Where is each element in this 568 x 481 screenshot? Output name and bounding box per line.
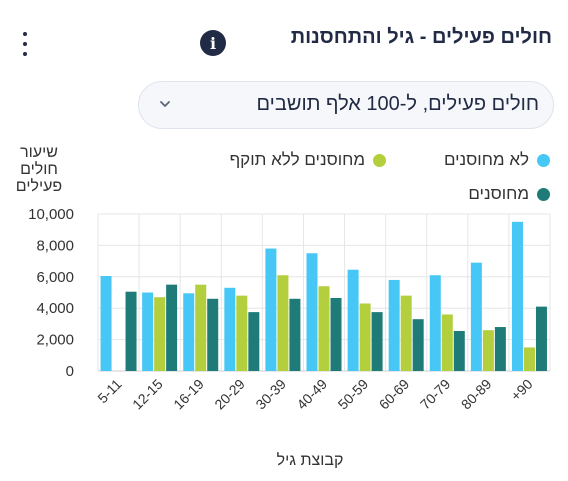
bar-+90-series-1[interactable] [523,347,535,371]
kebab-dot [23,52,27,56]
y-tick-label: 0 [66,363,74,380]
legend-label: מחוסנים ללא תוקף [229,150,365,169]
x-tick-label: +90 [507,376,535,404]
bar-+90-series-2[interactable] [535,306,547,371]
x-tick-label: 70-79 [417,376,454,413]
y-tick-label: 4,000 [36,300,74,317]
bar-60-69-series-1[interactable] [400,295,412,371]
bar-5-11-series-0[interactable] [100,276,112,371]
bar-30-39-series-2[interactable] [289,298,301,371]
x-tick-label: 60-69 [376,376,413,413]
x-tick-label: 30-39 [252,376,289,413]
legend-marker [373,153,386,167]
x-tick-label: 20-29 [211,376,248,413]
bar-30-39-series-0[interactable] [265,248,277,371]
chevron-down-icon [160,101,170,107]
legend-label: מחוסנים [468,184,529,203]
bar-50-59-series-0[interactable] [347,269,359,371]
bar-50-59-series-2[interactable] [371,312,383,371]
y-tick-label: 2,000 [36,332,74,349]
x-axis-title: קבוצת גיל [276,452,344,469]
x-tick-label: 16-19 [170,376,207,413]
bar-80-89-series-0[interactable] [470,262,482,371]
bar-12-15-series-0[interactable] [142,292,154,372]
x-tick-label: 80-89 [458,376,495,413]
x-tick-label: 5-11 [94,376,125,407]
bar-+90-series-0[interactable] [511,221,523,371]
bar-80-89-series-1[interactable] [482,330,494,371]
bar-30-39-series-1[interactable] [277,275,289,371]
x-tick-label: 40-49 [293,376,330,413]
bar-12-15-series-2[interactable] [166,284,178,371]
bar-40-49-series-1[interactable] [318,286,330,371]
legend-item-vaccinated-expired[interactable]: מחוסנים ללא תוקף [230,150,386,170]
y-tick-label: 10,000 [28,206,74,223]
legend-item-not-vaccinated[interactable]: לא מחוסנים [444,150,550,170]
bar-50-59-series-1[interactable] [359,303,371,371]
kebab-dot [23,32,27,36]
bar-70-79-series-0[interactable] [429,275,441,371]
bar-80-89-series-2[interactable] [494,327,506,371]
y-tick-label: 8,000 [36,237,74,254]
legend-marker [537,187,550,201]
legend-item-vaccinated[interactable]: מחוסנים [468,184,550,204]
bar-20-29-series-1[interactable] [236,295,248,371]
bar-60-69-series-0[interactable] [388,279,400,371]
bar-70-79-series-1[interactable] [441,314,453,371]
metric-select-value: חולים פעילים, ל-100 אלף תושבים [256,93,539,115]
x-tick-label: 50-59 [335,376,372,413]
bar-70-79-series-2[interactable] [453,330,465,371]
bar-16-19-series-0[interactable] [183,293,195,371]
bar-40-49-series-0[interactable] [306,253,318,371]
bar-60-69-series-2[interactable] [412,319,424,371]
y-axis-title: שיעור חולים פעילים [15,144,63,195]
bar-20-29-series-0[interactable] [224,287,236,371]
bar-40-49-series-2[interactable] [330,297,342,371]
bar-5-11-series-2[interactable] [125,291,137,371]
x-tick-label: 12-15 [129,376,166,413]
kebab-dot [23,42,27,46]
bar-16-19-series-2[interactable] [207,298,219,371]
bar-12-15-series-1[interactable] [154,297,166,371]
bar-20-29-series-2[interactable] [248,312,260,371]
metric-select[interactable]: חולים פעילים, ל-100 אלף תושבים [138,81,554,129]
legend-label: לא מחוסנים [443,150,529,169]
legend-marker [537,153,550,167]
kebab-menu-icon[interactable] [18,30,32,58]
bar-16-19-series-1[interactable] [195,284,207,371]
info-icon[interactable]: i [200,30,226,56]
info-glyph: i [209,33,217,53]
page-title: חולים פעילים - גיל והתחסנות [290,26,552,48]
y-tick-label: 6,000 [36,269,74,286]
